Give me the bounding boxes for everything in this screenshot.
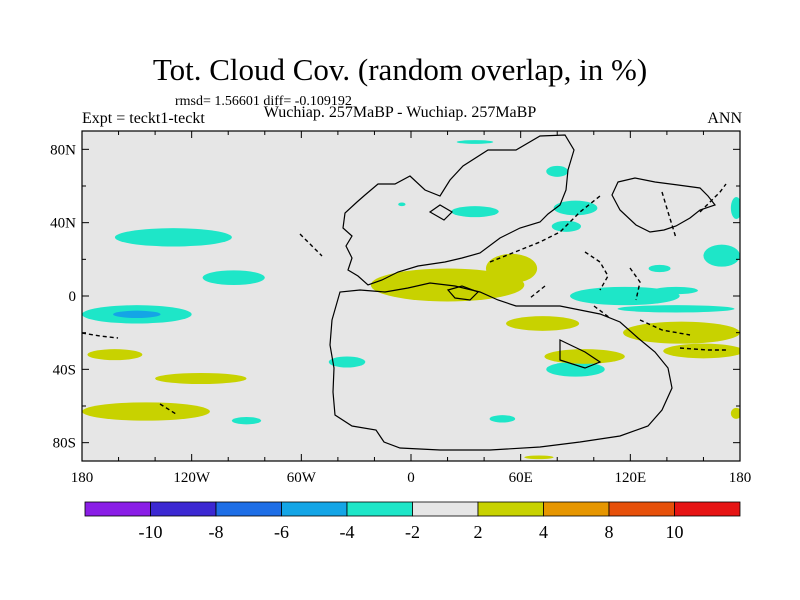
stats-label: rmsd= 1.56601 diff= -0.109192	[175, 94, 352, 109]
contour-region-1	[202, 270, 265, 285]
contour-region-25	[544, 349, 625, 364]
contour-region-13	[617, 305, 735, 313]
contour-region-16	[730, 197, 740, 219]
contour-region-7	[398, 202, 406, 207]
contour-region-26	[623, 321, 740, 344]
contour-region-6	[451, 206, 499, 218]
colorbar-box-9	[674, 501, 741, 517]
contour-region-3	[113, 310, 161, 319]
colorbar-box-8	[608, 501, 675, 517]
coastline-island-1	[446, 285, 480, 301]
colorbar-box-2	[215, 501, 282, 517]
contour-region-27	[663, 343, 740, 359]
colorbar-label-3: -4	[340, 522, 355, 542]
x-tick-label-6: 180	[729, 470, 752, 486]
x-tick-label-2: 60W	[287, 470, 317, 486]
colorbar-label-0: -10	[139, 522, 163, 542]
x-axis: 180 120W 60W 0 60E 120E 180	[71, 131, 752, 486]
colorbar-label-4: -2	[405, 522, 420, 542]
colorbar-box-5	[412, 501, 479, 517]
x-tick-label-5: 120E	[614, 470, 646, 486]
y-tick-label-0: 80N	[50, 142, 76, 158]
coastline-east-landmass	[611, 177, 716, 233]
x-tick-label-4: 60E	[509, 470, 533, 486]
contour-region-31	[730, 407, 740, 419]
contour-region-18	[648, 264, 671, 273]
x-tick-label-0: 180	[71, 470, 94, 486]
contour-region-32	[524, 455, 554, 460]
case-label: Wuchiap. 257MaBP - Wuchiap. 257MaBP	[263, 104, 537, 121]
contour-region-8	[456, 140, 494, 144]
coastline-island-2	[428, 204, 453, 221]
colorbar: -10 -8 -6 -4 -2 2 4 8 10	[84, 501, 741, 542]
y-tick-label-3: 40S	[53, 362, 76, 378]
x-tick-label-1: 120W	[173, 470, 211, 486]
colorbar-label-6: 4	[539, 522, 548, 542]
contour-region-0	[114, 228, 232, 247]
colorbar-box-3	[281, 501, 348, 517]
contour-region-30	[82, 402, 210, 421]
y-axis: 80N 40N 0 40S 80S	[50, 142, 740, 452]
experiment-label: Expt = teckt1-teckt	[82, 110, 205, 127]
contour-region-28	[87, 349, 143, 361]
contour-region-5	[328, 356, 366, 368]
season-label: ANN	[707, 110, 742, 127]
coastline-main-continent	[342, 134, 575, 286]
chart-title: Tot. Cloud Cov. (random overlap, in %)	[152, 52, 648, 87]
contour-region-20	[82, 124, 740, 131]
contour-region-12	[570, 286, 680, 306]
contour-region-4	[231, 417, 262, 425]
colorbar-label-2: -6	[274, 522, 289, 542]
x-tick-label-3: 0	[407, 470, 415, 486]
colorbar-box-0	[84, 501, 151, 517]
contour-region-11	[546, 165, 569, 177]
contour-region-15	[703, 244, 740, 267]
coastlines	[329, 134, 716, 451]
contour-region-29	[155, 373, 247, 384]
dashed-island-arcs	[82, 183, 728, 415]
contour-region-9	[553, 200, 598, 216]
y-tick-label-2: 0	[69, 289, 77, 305]
colorbar-box-1	[150, 501, 217, 517]
y-tick-label-4: 80S	[53, 436, 76, 452]
coastline-island-3	[559, 339, 602, 369]
colorbar-label-7: 8	[605, 522, 614, 542]
colorbar-label-8: 10	[666, 522, 684, 542]
colorbar-label-1: -8	[209, 522, 224, 542]
colorbar-box-6	[477, 501, 544, 517]
colorbar-box-7	[543, 501, 610, 517]
colorbar-label-5: 2	[474, 522, 483, 542]
contour-region-14	[654, 286, 698, 295]
map-area	[82, 124, 740, 461]
colorbar-box-4	[346, 501, 413, 517]
contour-region-23	[485, 253, 538, 284]
contour-region-24	[506, 316, 580, 331]
contour-region-19	[489, 415, 516, 423]
y-tick-label-1: 40N	[50, 216, 76, 232]
